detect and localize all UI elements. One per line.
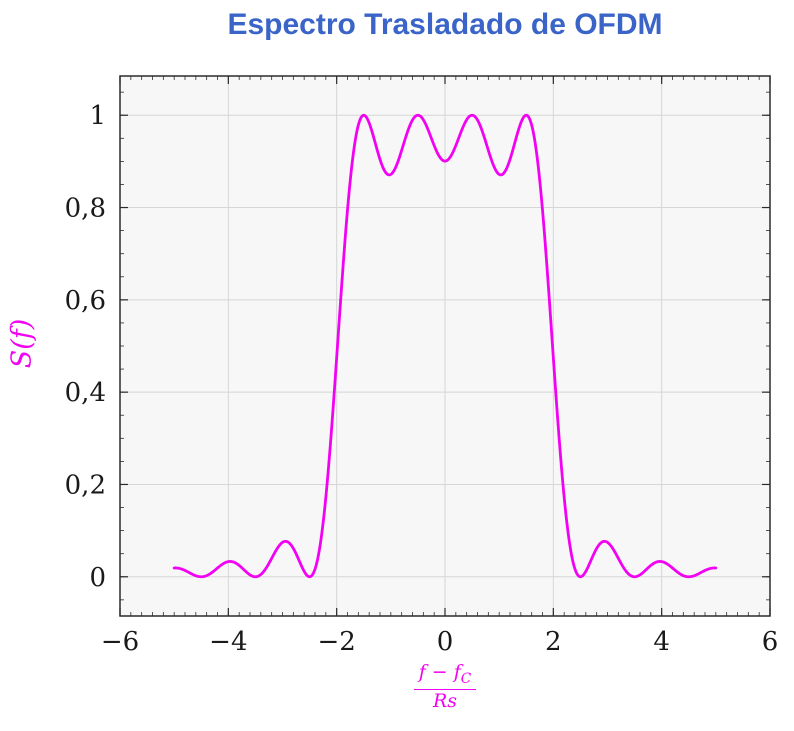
svg-text:−6: −6 — [101, 627, 139, 657]
svg-text:−4: −4 — [209, 627, 247, 657]
x-axis-label-denominator: Rs — [432, 689, 458, 712]
x-axis-label-numerator: f − fC — [413, 661, 477, 690]
svg-text:1: 1 — [89, 101, 106, 131]
svg-text:6: 6 — [762, 627, 779, 657]
plot-frame — [119, 75, 771, 617]
svg-text:4: 4 — [653, 627, 670, 657]
svg-text:0,6: 0,6 — [65, 286, 106, 316]
svg-text:0: 0 — [437, 627, 454, 657]
x-axis-label: f − fC Rs — [120, 661, 770, 712]
chart-title: Espectro Trasladado de OFDM — [227, 8, 663, 41]
svg-text:0,8: 0,8 — [65, 194, 106, 224]
svg-text:0,4: 0,4 — [65, 378, 106, 408]
spectrum-curve — [172, 113, 718, 579]
svg-text:0,2: 0,2 — [65, 470, 106, 500]
x-axis-label-fraction: f − fC Rs — [413, 661, 477, 712]
y-axis-label: S(f) — [6, 318, 38, 369]
svg-text:−2: −2 — [318, 627, 356, 657]
y-tick-labels: 0 0,2 0,4 0,6 0,8 1 — [65, 101, 106, 593]
svg-text:2: 2 — [545, 627, 562, 657]
svg-text:0: 0 — [89, 563, 106, 593]
x-tick-labels: −6 −4 −2 0 2 4 6 — [101, 627, 778, 657]
